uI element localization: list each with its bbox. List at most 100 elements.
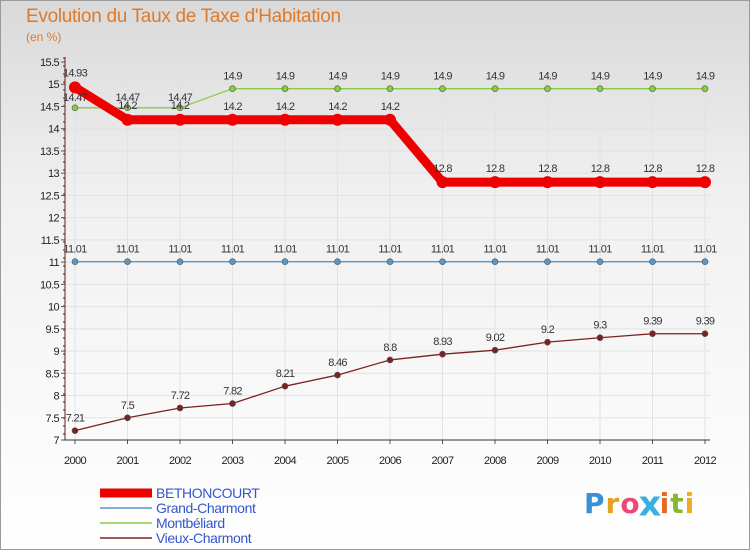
data-point — [489, 176, 501, 189]
x-tick-label: 2005 — [326, 455, 349, 467]
data-label: 14.2 — [328, 101, 347, 113]
data-label: 14.2 — [276, 101, 295, 113]
x-tick-label: 2004 — [274, 455, 297, 467]
data-point — [229, 85, 236, 92]
data-label: 14.2 — [171, 100, 190, 112]
x-tick-label: 2001 — [116, 455, 139, 467]
data-point — [439, 258, 446, 265]
data-label: 14.9 — [433, 71, 452, 83]
data-point — [281, 85, 289, 92]
data-point — [176, 258, 184, 265]
data-label: 8.46 — [328, 357, 347, 369]
y-tick-label: 12 — [48, 213, 60, 225]
data-label: 14.2 — [223, 101, 242, 113]
data-label: 14.9 — [486, 71, 505, 83]
data-label: 14.2 — [118, 100, 137, 112]
data-label: 14.9 — [643, 71, 662, 83]
logo-letter: i — [659, 487, 671, 520]
y-tick-label: 9 — [53, 346, 59, 358]
data-label: 11.01 — [483, 244, 507, 256]
data-point — [436, 176, 449, 189]
data-point — [596, 85, 604, 92]
data-label: 14.9 — [538, 71, 557, 83]
y-tick-label: 9.5 — [46, 324, 60, 336]
chart-title: Evolution du Taux de Taxe d'Habitation — [26, 6, 341, 27]
data-point — [334, 371, 341, 379]
data-point — [386, 85, 394, 92]
data-label: 7.21 — [66, 413, 85, 425]
y-tick-label: 13 — [48, 168, 60, 180]
y-tick-label: 14 — [48, 124, 60, 136]
x-tick-label: 2008 — [484, 455, 507, 467]
chart-subtitle: (en %) — [26, 30, 62, 44]
data-label: 9.02 — [486, 332, 505, 344]
y-tick-label: 14.5 — [40, 101, 59, 113]
data-point — [176, 104, 184, 112]
data-label: 7.72 — [171, 390, 190, 402]
data-label: 12.8 — [538, 163, 557, 175]
data-label: 11.01 — [221, 244, 245, 256]
data-label: 14.2 — [381, 101, 400, 113]
data-label: 8.21 — [276, 368, 295, 380]
data-label: 14.9 — [696, 71, 715, 83]
data-label: 8.93 — [433, 336, 452, 348]
data-label: 12.8 — [643, 163, 662, 175]
data-label: 14.47 — [168, 92, 193, 104]
x-tick-label: 2000 — [64, 455, 87, 467]
x-tick-label: 2002 — [169, 455, 192, 467]
data-point — [124, 258, 131, 265]
logo-letter: i — [684, 487, 696, 520]
data-point — [649, 85, 656, 92]
logo-letter: t — [670, 487, 685, 520]
y-tick-label: 10 — [48, 302, 60, 314]
y-tick-label: 12.5 — [40, 190, 59, 202]
y-tick-label: 8 — [53, 391, 59, 403]
data-point — [71, 258, 79, 265]
y-tick-label: 13.5 — [40, 146, 59, 158]
data-point — [491, 258, 499, 265]
data-label: 9.39 — [643, 316, 662, 328]
data-point — [71, 427, 79, 434]
data-point — [649, 258, 656, 265]
y-tick-label: 11 — [49, 257, 60, 269]
legend-entry: Montbéliard — [156, 515, 225, 531]
x-tick-label: 2003 — [221, 455, 244, 467]
series-layer: 11.01 11.01 11.01 11.01 11.01 11.01 11.01 11.01… — [63, 67, 718, 434]
logo-letter: x — [638, 482, 663, 525]
y-tick-label: 11.5 — [41, 235, 60, 247]
data-point — [491, 346, 499, 354]
data-point — [334, 85, 341, 92]
x-tick-label: 2010 — [589, 455, 612, 467]
y-tick-label: 7 — [53, 435, 59, 447]
data-point — [439, 85, 446, 92]
x-tick-label: 2009 — [536, 455, 559, 467]
data-point — [226, 113, 239, 126]
data-label: 7.5 — [121, 400, 135, 412]
data-label: 12.8 — [486, 163, 505, 175]
data-point — [699, 176, 711, 189]
data-point — [386, 356, 394, 364]
data-label: 14.93 — [63, 67, 88, 79]
data-label: 14.9 — [223, 71, 242, 83]
y-tick-label: 10.5 — [40, 279, 59, 291]
data-label: 14.9 — [591, 71, 610, 83]
data-label: 11.01 — [588, 244, 612, 256]
x-tick-label: 2011 — [642, 455, 664, 467]
data-label: 9.3 — [593, 320, 607, 332]
data-point — [701, 258, 709, 265]
legend-entry: Vieux-Charmont — [156, 530, 252, 546]
data-label: 14.47 — [63, 92, 88, 104]
data-point — [596, 258, 604, 265]
legend-entry: BETHONCOURT — [156, 485, 260, 501]
data-point — [594, 176, 606, 189]
data-point — [649, 330, 656, 338]
logo-letter: r — [605, 487, 621, 520]
data-point — [124, 414, 131, 422]
data-point — [281, 382, 289, 390]
data-label: 9.2 — [541, 324, 555, 336]
data-label: 7.82 — [223, 386, 242, 398]
axes: 7 7.5 8 8.5 9 9.5 10 10.5 11 11.5 12 12.5 13 13.5 14 14… — [40, 57, 717, 467]
data-label: 11.01 — [693, 244, 717, 256]
data-point — [544, 338, 551, 346]
